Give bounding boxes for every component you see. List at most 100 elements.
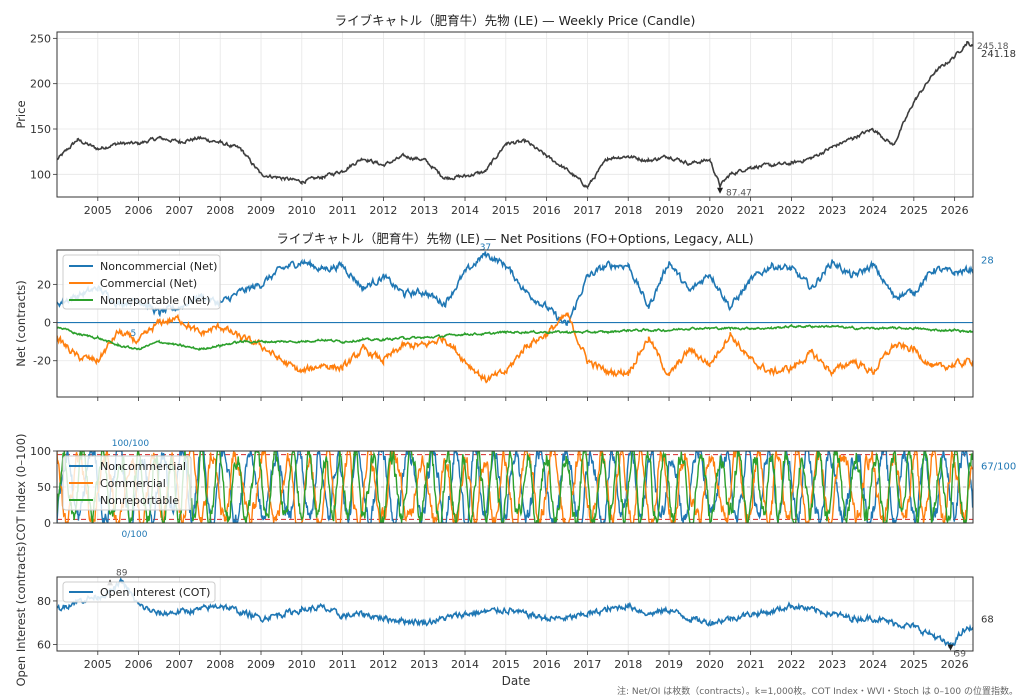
- x-tick-label: 2020: [696, 658, 724, 671]
- x-tick-label: 2011: [329, 658, 357, 671]
- chart-title: ライブキャトル（肥育牛）先物 (LE) — Net Positions (FO+…: [276, 231, 753, 246]
- net-legend: Noncommercial (Net) Commercial (Net) Nonre…: [62, 254, 221, 310]
- axes-frame: [56, 450, 974, 524]
- x-tick-label: 2024: [859, 658, 887, 671]
- y-tick-label: 100: [30, 168, 51, 181]
- x-axis-label: Date: [502, 674, 531, 688]
- y-tick-label: 100: [30, 445, 51, 458]
- oi-min-label: 59: [955, 650, 967, 660]
- oi-min-marker: [947, 644, 954, 651]
- price-min-label: 87.47: [726, 189, 752, 199]
- oi-legend: Open Interest (COT): [62, 581, 216, 603]
- x-tick-label: 2025: [900, 658, 928, 671]
- price-last-label: 241.18: [981, 49, 1016, 60]
- x-tick-label: 2024: [859, 204, 887, 217]
- y-axis-label: Open Interest (contracts): [14, 541, 28, 686]
- y-tick-label: -20: [33, 355, 51, 368]
- legend-box: [62, 254, 221, 310]
- y-axis-label: Price: [14, 100, 28, 128]
- y-tick-label: 80: [37, 595, 51, 608]
- axes-frame: [56, 31, 974, 198]
- legend-box: [62, 455, 192, 511]
- x-tick-label: 2009: [247, 204, 275, 217]
- x-tick-label: 2006: [125, 658, 153, 671]
- legend-label: Noncommercial: [100, 460, 186, 473]
- x-tick-label: 2007: [165, 658, 193, 671]
- nc-last-label: 28: [981, 256, 994, 267]
- y-tick-label: 0: [44, 317, 51, 330]
- x-tick-label: 2023: [818, 204, 846, 217]
- y-tick-label: 250: [30, 32, 51, 45]
- x-tick-label: 2013: [410, 658, 438, 671]
- x-tick-label: 2026: [941, 658, 969, 671]
- cot-last-label: 67/100: [981, 461, 1016, 472]
- x-tick-label: 2006: [125, 204, 153, 217]
- commercial-net-line: [57, 312, 973, 384]
- price-max-label: 245.18: [977, 42, 1009, 52]
- axes-frame: [56, 576, 974, 652]
- y-tick-label: 20: [37, 278, 51, 291]
- x-tick-label: 2022: [777, 204, 805, 217]
- open-interest-line: [57, 577, 973, 649]
- x-tick-label: 2018: [614, 204, 642, 217]
- y-tick-label: 50: [37, 481, 51, 494]
- legend-label: Nonreportable (Net): [100, 294, 210, 307]
- x-tick-label: 2009: [247, 658, 275, 671]
- y-tick-label: 60: [37, 638, 51, 651]
- x-tick-label: 2023: [818, 658, 846, 671]
- plot-area: [57, 40, 973, 191]
- y-tick-label: 200: [30, 78, 51, 91]
- cot-min-label: 0/100: [122, 530, 148, 540]
- x-tick-label: 2017: [573, 658, 601, 671]
- x-tick-label: 2005: [84, 204, 112, 217]
- price-min-marker: [717, 187, 724, 194]
- x-tick-label: 2008: [206, 204, 234, 217]
- footnote: 注: Net/OI は枚数（contracts）。k=1,000枚。COT In…: [617, 685, 1018, 697]
- legend-label: Open Interest (COT): [100, 586, 210, 599]
- x-tick-label: 2010: [288, 658, 316, 671]
- x-tick-label: 2010: [288, 204, 316, 217]
- x-tick-label: 2020: [696, 204, 724, 217]
- x-tick-label: 2007: [165, 204, 193, 217]
- price-line: [57, 40, 973, 191]
- x-tick-label: 2013: [410, 204, 438, 217]
- x-tick-label: 2016: [533, 204, 561, 217]
- x-tick-label: 2015: [492, 658, 520, 671]
- x-tick-label: 2017: [573, 204, 601, 217]
- y-tick-label: 0: [44, 517, 51, 530]
- axes-frame: [56, 249, 974, 398]
- x-tick-label: 2026: [941, 204, 969, 217]
- oi-last-label: 68: [981, 614, 994, 625]
- x-tick-label: 2014: [451, 204, 479, 217]
- cot-legend: Noncommercial Commercial Nonreportable: [62, 455, 192, 511]
- x-tick-label: 2022: [777, 658, 805, 671]
- plot-area: [57, 577, 973, 649]
- nc-min-label: 5: [130, 329, 136, 339]
- legend-label: Nonreportable: [100, 494, 179, 507]
- y-axis-label: Net (contracts): [14, 280, 28, 367]
- x-tick-label: 2005: [84, 658, 112, 671]
- x-tick-label: 2021: [737, 658, 765, 671]
- oi-max-label: 89: [116, 568, 128, 578]
- net-positions-panel: -20 0 20 ライブキャトル（肥育牛）先物 (LE) — Net Position…: [14, 231, 994, 401]
- x-tick-label: 2025: [900, 204, 928, 217]
- price-panel: 100 150 200 250 2005 2006 2007 2008 2009 2010 2011…: [14, 13, 1016, 217]
- legend-label: Commercial: [100, 477, 166, 490]
- x-tick-label: 2019: [655, 658, 683, 671]
- legend-label: Noncommercial (Net): [100, 260, 217, 273]
- x-tick-label: 2015: [492, 204, 520, 217]
- y-tick-label: 150: [30, 123, 51, 136]
- x-tick-label: 2008: [206, 658, 234, 671]
- x-tick-label: 2012: [369, 658, 397, 671]
- legend-label: Commercial (Net): [100, 277, 197, 290]
- x-tick-label: 2011: [329, 204, 357, 217]
- x-tick-label: 2019: [655, 204, 683, 217]
- x-tick-label: 2012: [369, 204, 397, 217]
- legend-box: [62, 581, 216, 603]
- x-tick-label: 2016: [533, 658, 561, 671]
- x-tick-label: 2021: [737, 204, 765, 217]
- y-axis-label: COT Index (0–100): [14, 433, 28, 540]
- nc-max-label: 37: [480, 243, 491, 253]
